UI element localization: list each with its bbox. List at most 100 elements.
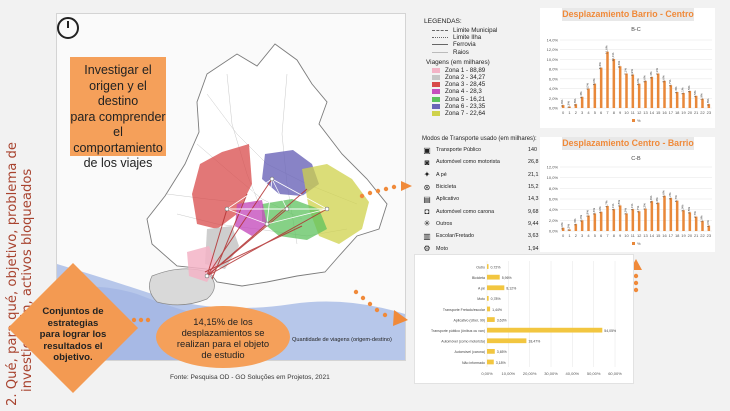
- legend-title: LEGENDAS:: [424, 18, 462, 25]
- x-tick-label: 0,00%: [481, 371, 493, 376]
- data-label: 2,7%: [693, 211, 697, 218]
- zone-swatch: [432, 89, 440, 95]
- x-tick-label: 8: [613, 233, 616, 238]
- callout-line: comportamiento: [73, 140, 163, 155]
- bar: [631, 74, 635, 108]
- data-label: 5,6%: [649, 195, 653, 202]
- mode-value: 26,8: [528, 159, 539, 166]
- data-label: 18,47%: [528, 340, 540, 344]
- x-tick-label: 1: [568, 233, 571, 238]
- walk-icon: ✦: [423, 170, 431, 180]
- data-label: 7,1%: [624, 68, 628, 75]
- bar: [580, 96, 584, 108]
- x-tick-label: 10: [624, 233, 629, 238]
- legend-swatch: [632, 119, 635, 122]
- legend-line-item: Limite Ilha: [432, 34, 552, 41]
- mode-label: Automóvel como motorista: [436, 159, 500, 166]
- legend-zone-item: Zona 6 - 23,35: [432, 103, 552, 110]
- bar: [688, 212, 692, 231]
- chart-svg: 0,00% 10,00% 20,00% 30,00% 40,00% 50,00% 60,00…: [431, 261, 622, 376]
- x-tick-label: 5: [594, 110, 597, 115]
- data-label: 0,72%: [491, 265, 501, 269]
- x-tick-label: 14: [650, 110, 655, 115]
- callout-line: 14,15% de los: [193, 316, 253, 327]
- bar: [599, 211, 603, 231]
- mode-share-chart: 0,00% 10,00% 20,00% 30,00% 40,00% 50,00% 60,00…: [414, 254, 634, 384]
- x-tick-label: 17: [669, 110, 674, 115]
- x-tick-label: 10: [624, 110, 629, 115]
- x-tick-label: 30,00%: [544, 371, 558, 376]
- mode-value: 9,68: [528, 208, 539, 215]
- mode-row: ▥ Escolar/Fretado 3,63: [422, 230, 558, 242]
- data-label: 2,5%: [693, 90, 697, 97]
- x-tick-label: 6: [600, 110, 603, 115]
- y-tick-label: 2,0%: [549, 96, 559, 101]
- category-label: Automóvel (carona): [454, 350, 485, 354]
- data-label: 4,1%: [630, 203, 634, 210]
- bar: [656, 73, 660, 108]
- bar: [580, 220, 584, 231]
- mode-row: ◘ Automóvel como carona 9,68: [422, 205, 558, 217]
- percentage-ellipse: [156, 306, 290, 368]
- chart-barrio-centro: Desplazamiento Barrio - Centro B-C 0,0% 2,…: [540, 8, 715, 128]
- data-label: 5,0%: [636, 78, 640, 85]
- chart-centro-barrio: Desplazamiento Centro - Barrio C-B 0,0% 2,…: [540, 137, 715, 252]
- x-tick-label: 4: [587, 233, 590, 238]
- transport-modes-list: Modos de Transporte usado (em milhares):…: [422, 136, 558, 255]
- callout-line: para lograr los: [39, 329, 107, 340]
- category-label: Aplicativo (Uber, 99): [453, 318, 485, 322]
- data-label: 0,8%: [573, 98, 577, 105]
- data-label: 4,1%: [611, 203, 615, 210]
- legend-line-item: Limite Municipal: [432, 27, 552, 34]
- bar: [606, 51, 609, 108]
- callout-line: de los viajes: [83, 156, 153, 170]
- bar: [625, 73, 628, 108]
- data-label: 4,7%: [668, 79, 672, 86]
- zone-label: Zona 7 - 22,64: [445, 109, 486, 117]
- mode-value: 3,63: [528, 233, 539, 240]
- x-tick-label: 60,00%: [608, 371, 622, 376]
- data-label: 8,6%: [617, 60, 621, 67]
- centroid-points: [204, 176, 330, 279]
- legend-swatch: [632, 242, 635, 245]
- x-tick-label: 11: [631, 110, 636, 115]
- x-tick-label: 15: [656, 110, 661, 115]
- x-tick-label: 9: [619, 110, 622, 115]
- y-tick-label: 2,0%: [549, 218, 559, 223]
- compass-icon: [57, 17, 79, 39]
- data-label: 1,9%: [700, 215, 704, 222]
- x-tick-label: 22: [700, 233, 705, 238]
- y-tick-label: 8,0%: [549, 186, 559, 191]
- data-label: 10,1%: [611, 52, 615, 61]
- data-label: 0,3%: [567, 224, 571, 231]
- y-tick-label: 4,0%: [549, 86, 559, 91]
- mode-value: 1,94: [528, 245, 539, 252]
- y-tick-label: 12,0%: [547, 47, 559, 52]
- x-tick-label: 1: [568, 110, 571, 115]
- bar: [644, 208, 647, 231]
- data-label: 4,0%: [586, 83, 590, 90]
- bar: [682, 92, 685, 108]
- bar: [599, 67, 603, 108]
- mode-label: A pé: [436, 171, 447, 178]
- category-label: Transporte Fretado/escolar: [443, 308, 486, 312]
- x-tick-label: 5: [594, 233, 597, 238]
- chart-subtitle: B-C: [631, 27, 641, 33]
- x-tick-label: 2: [575, 110, 578, 115]
- bar: [574, 224, 578, 231]
- callout-line: origen y el destino: [89, 78, 147, 109]
- data-label: 3,5%: [687, 207, 691, 214]
- data-label: 3,7%: [636, 205, 640, 212]
- mode-value: 15,2: [528, 184, 539, 191]
- legend-zone-item: Zona 2 - 34,27: [432, 74, 552, 81]
- callout-line: Conjuntos de: [42, 306, 104, 317]
- bar: [587, 215, 590, 231]
- category-label: A pé: [478, 287, 485, 291]
- bar: [487, 338, 527, 344]
- percentage-callout-text: 14,15% de los desplazamientos se realiza…: [160, 316, 286, 360]
- x-tick-label: 20,00%: [523, 371, 537, 376]
- x-tick-label: 18: [675, 110, 680, 115]
- bar: [694, 216, 698, 231]
- data-label: 8,12%: [506, 287, 516, 291]
